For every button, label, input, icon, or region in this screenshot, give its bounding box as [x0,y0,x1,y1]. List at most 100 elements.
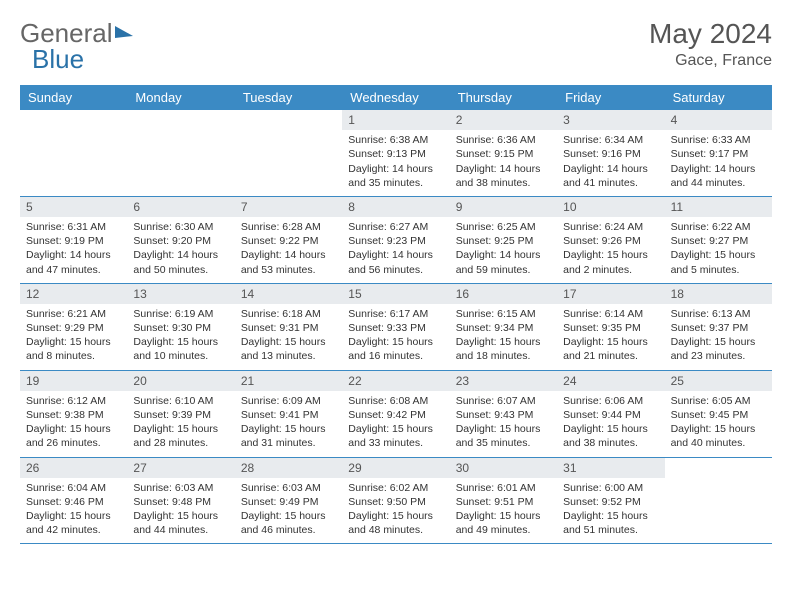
day-number: 4 [665,110,772,130]
sunset-line: Sunset: 9:41 PM [241,408,336,422]
calendar-week-row: 19Sunrise: 6:12 AMSunset: 9:38 PMDayligh… [20,371,772,458]
sunrise-line: Sunrise: 6:34 AM [563,133,658,147]
sunrise-line: Sunrise: 6:00 AM [563,481,658,495]
sunset-line: Sunset: 9:30 PM [133,321,228,335]
sunset-line: Sunset: 9:49 PM [241,495,336,509]
calendar-day-cell: . [235,110,342,196]
calendar-week-row: 5Sunrise: 6:31 AMSunset: 9:19 PMDaylight… [20,197,772,284]
brand-part2: Blue [32,44,84,75]
sunset-line: Sunset: 9:31 PM [241,321,336,335]
sunrise-line: Sunrise: 6:03 AM [133,481,228,495]
calendar-day-cell: 27 Sunrise: 6:03 AMSunset: 9:48 PMDayligh… [127,458,234,544]
daylight-line: Daylight: 15 hours and 35 minutes. [456,422,551,450]
day-number: 27 [127,458,234,478]
calendar-day-cell: 13Sunrise: 6:19 AMSunset: 9:30 PMDayligh… [127,284,234,370]
weekday-header: Tuesday [235,85,342,110]
daylight-line: Daylight: 14 hours and 44 minutes. [671,162,766,190]
calendar-week-row: ...1Sunrise: 6:38 AMSunset: 9:13 PMDayli… [20,110,772,197]
day-number: 22 [342,371,449,391]
sunset-line: Sunset: 9:44 PM [563,408,658,422]
calendar-day-cell: 24Sunrise: 6:06 AMSunset: 9:44 PMDayligh… [557,371,664,457]
daylight-line: Daylight: 14 hours and 50 minutes. [133,248,228,276]
calendar-page: General May 2024 Gace, France Blue Sunda… [0,0,792,554]
sunrise-line: Sunrise: 6:25 AM [456,220,551,234]
sunrise-line: Sunrise: 6:06 AM [563,394,658,408]
day-number: 20 [127,371,234,391]
weekday-header: Sunday [20,85,127,110]
day-number: 23 [450,371,557,391]
weekday-header: Thursday [450,85,557,110]
daylight-line: Daylight: 14 hours and 59 minutes. [456,248,551,276]
sunset-line: Sunset: 9:33 PM [348,321,443,335]
sunset-line: Sunset: 9:23 PM [348,234,443,248]
day-number: 7 [235,197,342,217]
sunrise-line: Sunrise: 6:08 AM [348,394,443,408]
sunrise-line: Sunrise: 6:10 AM [133,394,228,408]
sunset-line: Sunset: 9:26 PM [563,234,658,248]
calendar-day-cell: 20 Sunrise: 6:10 AMSunset: 9:39 PMDayligh… [127,371,234,457]
sunrise-line: Sunrise: 6:05 AM [671,394,766,408]
day-number: 13 [127,284,234,304]
sunset-line: Sunset: 9:48 PM [133,495,228,509]
sunrise-line: Sunrise: 6:17 AM [348,307,443,321]
daylight-line: Daylight: 15 hours and 10 minutes. [133,335,228,363]
sunset-line: Sunset: 9:38 PM [26,408,121,422]
calendar-day-cell: 31Sunrise: 6:00 AMSunset: 9:52 PMDayligh… [557,458,664,544]
calendar-day-cell: 16Sunrise: 6:15 AMSunset: 9:34 PMDayligh… [450,284,557,370]
calendar-week-row: 12Sunrise: 6:21 AMSunset: 9:29 PMDayligh… [20,284,772,371]
sunset-line: Sunset: 9:25 PM [456,234,551,248]
daylight-line: Daylight: 15 hours and 28 minutes. [133,422,228,450]
sunrise-line: Sunrise: 6:09 AM [241,394,336,408]
sunset-line: Sunset: 9:39 PM [133,408,228,422]
title-block: May 2024 Gace, France [649,18,772,70]
day-number: 18 [665,284,772,304]
daylight-line: Daylight: 15 hours and 23 minutes. [671,335,766,363]
day-number: 30 [450,458,557,478]
sunrise-line: Sunrise: 6:30 AM [133,220,228,234]
sunset-line: Sunset: 9:42 PM [348,408,443,422]
daylight-line: Daylight: 15 hours and 2 minutes. [563,248,658,276]
calendar-day-cell: 15Sunrise: 6:17 AMSunset: 9:33 PMDayligh… [342,284,449,370]
sunset-line: Sunset: 9:22 PM [241,234,336,248]
calendar-day-cell: . [127,110,234,196]
sunrise-line: Sunrise: 6:07 AM [456,394,551,408]
daylight-line: Daylight: 14 hours and 56 minutes. [348,248,443,276]
calendar-day-cell: 8Sunrise: 6:27 AMSunset: 9:23 PMDaylight… [342,197,449,283]
day-number: 17 [557,284,664,304]
calendar-day-cell: 3Sunrise: 6:34 AMSunset: 9:16 PMDaylight… [557,110,664,196]
day-number: 10 [557,197,664,217]
calendar-day-cell: 9Sunrise: 6:25 AMSunset: 9:25 PMDaylight… [450,197,557,283]
sunset-line: Sunset: 9:45 PM [671,408,766,422]
sunset-line: Sunset: 9:29 PM [26,321,121,335]
calendar-day-cell: 30Sunrise: 6:01 AMSunset: 9:51 PMDayligh… [450,458,557,544]
sunset-line: Sunset: 9:16 PM [563,147,658,161]
day-number: 1 [342,110,449,130]
sunrise-line: Sunrise: 6:31 AM [26,220,121,234]
sunset-line: Sunset: 9:19 PM [26,234,121,248]
sunset-line: Sunset: 9:51 PM [456,495,551,509]
calendar-day-cell: 14Sunrise: 6:18 AMSunset: 9:31 PMDayligh… [235,284,342,370]
sunrise-line: Sunrise: 6:36 AM [456,133,551,147]
daylight-line: Daylight: 15 hours and 16 minutes. [348,335,443,363]
sunrise-line: Sunrise: 6:22 AM [671,220,766,234]
calendar-day-cell: 6Sunrise: 6:30 AMSunset: 9:20 PMDaylight… [127,197,234,283]
sunset-line: Sunset: 9:27 PM [671,234,766,248]
day-number: 8 [342,197,449,217]
sunrise-line: Sunrise: 6:12 AM [26,394,121,408]
day-number: 24 [557,371,664,391]
weekday-header: Wednesday [342,85,449,110]
sunset-line: Sunset: 9:15 PM [456,147,551,161]
daylight-line: Daylight: 15 hours and 8 minutes. [26,335,121,363]
calendar-day-cell: 2Sunrise: 6:36 AMSunset: 9:15 PMDaylight… [450,110,557,196]
calendar-day-cell: 29Sunrise: 6:02 AMSunset: 9:50 PMDayligh… [342,458,449,544]
daylight-line: Daylight: 14 hours and 35 minutes. [348,162,443,190]
day-number: 6 [127,197,234,217]
page-title: May 2024 [649,18,772,50]
daylight-line: Daylight: 15 hours and 31 minutes. [241,422,336,450]
sunrise-line: Sunrise: 6:04 AM [26,481,121,495]
daylight-line: Daylight: 15 hours and 44 minutes. [133,509,228,537]
calendar-day-cell: 10Sunrise: 6:24 AMSunset: 9:26 PMDayligh… [557,197,664,283]
daylight-line: Daylight: 15 hours and 51 minutes. [563,509,658,537]
calendar-day-cell: 7Sunrise: 6:28 AMSunset: 9:22 PMDaylight… [235,197,342,283]
day-number: 3 [557,110,664,130]
